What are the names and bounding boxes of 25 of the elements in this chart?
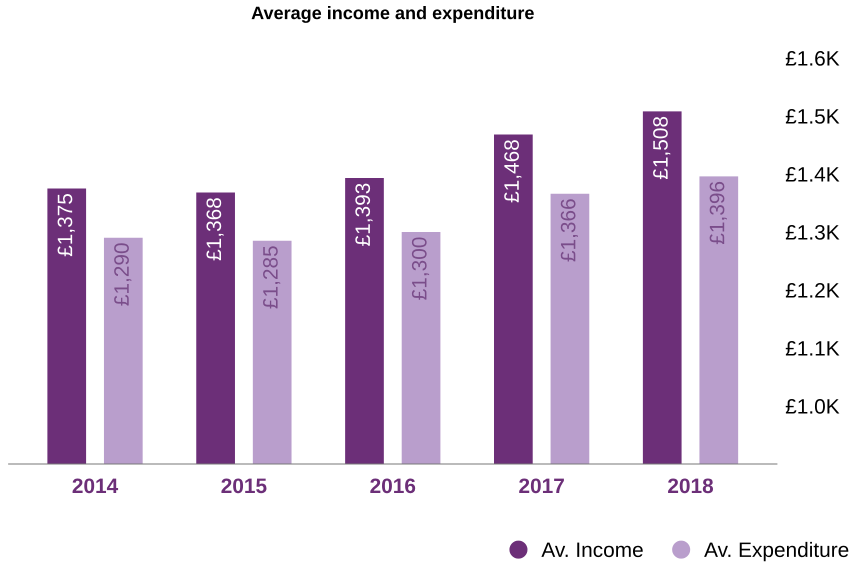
data-label: £1,285: [263, 246, 280, 308]
data-label: £1,375: [58, 194, 75, 256]
y-tick-label: £1.1K: [786, 341, 840, 356]
y-tick-label: £1.6K: [786, 51, 840, 66]
y-tick-label: £1.4K: [786, 167, 840, 182]
data-label: £1,393: [355, 184, 373, 246]
data-label: £1,300: [412, 237, 430, 300]
data-label: £1,366: [560, 199, 578, 262]
data-label: £1,290: [114, 243, 132, 306]
x-tick-label: 2018: [668, 478, 714, 494]
legend-label: Av. Expenditure: [704, 542, 848, 562]
data-label: £1,368: [206, 198, 224, 260]
x-tick-label: 2014: [72, 478, 118, 494]
data-label: £1,468: [504, 140, 522, 202]
y-tick-label: £1.0K: [786, 399, 840, 414]
data-label: £1,508: [653, 116, 670, 180]
y-tick-label: £1.3K: [786, 225, 840, 240]
legend-label: Av. Income: [541, 542, 643, 558]
data-label: £1,396: [710, 182, 727, 244]
x-tick-label: 2017: [519, 478, 564, 494]
x-tick-label: 2015: [221, 478, 266, 494]
y-tick-label: £1.5K: [786, 109, 840, 124]
chart-title: Average income and expenditure: [252, 6, 534, 23]
y-tick-label: £1.2K: [786, 283, 840, 298]
x-tick-label: 2016: [370, 478, 416, 494]
